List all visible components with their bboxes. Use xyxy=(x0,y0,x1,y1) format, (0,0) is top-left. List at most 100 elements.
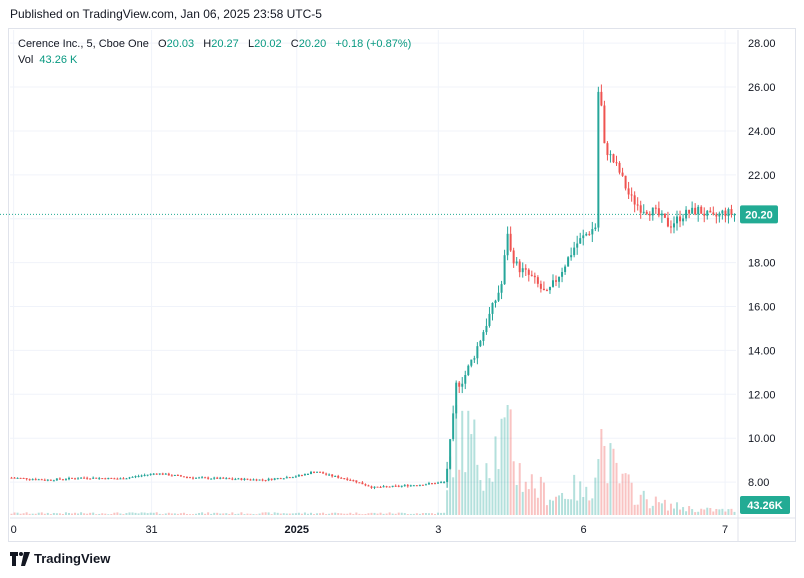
candle-body xyxy=(86,477,89,479)
volume-bar xyxy=(558,495,561,515)
candle-body xyxy=(542,288,545,291)
volume-bar xyxy=(264,512,267,515)
volume-bar xyxy=(43,513,46,515)
candle-body xyxy=(727,209,730,217)
candle-body xyxy=(500,284,503,293)
candle-body xyxy=(482,332,485,341)
candle-body xyxy=(524,268,527,270)
volume-bar xyxy=(276,512,279,515)
volume-bar xyxy=(222,513,225,515)
candle-body xyxy=(216,477,219,479)
candle-body xyxy=(240,478,243,480)
volume-bar xyxy=(213,512,216,515)
volume-bar xyxy=(494,436,497,515)
volume-bar xyxy=(297,512,300,515)
volume-label: Vol xyxy=(18,54,34,66)
volume-bar xyxy=(355,512,358,515)
candle-body xyxy=(213,477,216,479)
candle-body xyxy=(192,477,195,479)
candle-body xyxy=(494,300,497,303)
volume-bar xyxy=(67,512,70,515)
candle-body xyxy=(98,478,101,480)
volume-bar xyxy=(548,499,551,515)
candle-body xyxy=(28,479,31,481)
volume-bar xyxy=(198,512,201,515)
candle-body xyxy=(252,479,255,481)
volume-bar xyxy=(591,498,594,515)
volume-bar xyxy=(545,505,548,515)
candle-body xyxy=(270,478,273,480)
candle-body xyxy=(636,204,639,206)
candle-body xyxy=(461,383,464,387)
candle-body xyxy=(706,210,709,216)
volume-bar xyxy=(92,512,95,515)
volume-bar xyxy=(34,513,37,515)
volume-bar xyxy=(533,488,536,515)
volume-bar xyxy=(434,513,437,515)
volume-bar xyxy=(158,513,161,515)
volume-bar xyxy=(267,512,270,515)
volume-bar xyxy=(107,514,110,515)
candle-body xyxy=(458,382,461,387)
volume-bar xyxy=(688,506,691,515)
volume-bar xyxy=(101,513,104,515)
candle-body xyxy=(210,478,213,480)
candle-body xyxy=(633,195,636,205)
volume-bar xyxy=(724,511,727,515)
candle-body xyxy=(273,478,276,480)
candle-body xyxy=(612,154,615,163)
y-tick-label: 8.00 xyxy=(748,477,769,489)
candle-body xyxy=(125,478,128,480)
candle-body xyxy=(379,486,382,488)
y-tick-label: 10.00 xyxy=(748,433,776,445)
candle-body xyxy=(676,216,679,224)
volume-bar xyxy=(173,513,176,515)
candle-body xyxy=(621,172,624,176)
volume-bar xyxy=(243,514,246,515)
candle-body xyxy=(576,243,579,248)
candle-body xyxy=(657,208,660,216)
candle-body xyxy=(155,473,158,475)
volume-bar xyxy=(128,512,131,515)
candle-body xyxy=(509,233,512,251)
candle-body xyxy=(585,233,588,236)
volume-bar xyxy=(71,513,74,515)
volume-bar xyxy=(28,513,31,515)
volume-bar xyxy=(645,499,648,515)
candle-body xyxy=(22,477,25,479)
volume-bar xyxy=(476,464,479,515)
candle-body xyxy=(615,162,618,164)
candle-body xyxy=(225,478,228,480)
candle-body xyxy=(52,480,55,482)
volume-bar xyxy=(400,512,403,515)
candle-body xyxy=(276,478,279,480)
volume-bar xyxy=(636,504,639,515)
candle-body xyxy=(373,486,376,488)
candle-body xyxy=(724,210,727,217)
candle-body xyxy=(37,479,40,481)
candle-body xyxy=(672,223,675,228)
candle-body xyxy=(288,477,291,479)
volume-bar xyxy=(273,512,276,515)
volume-bar xyxy=(570,499,573,515)
volume-bar xyxy=(685,511,688,515)
volume-bar xyxy=(58,513,61,515)
volume-bar xyxy=(80,512,83,515)
volume-bar xyxy=(343,513,346,515)
candle-body xyxy=(388,486,391,488)
low-value: 20.02 xyxy=(254,38,282,50)
volume-bar xyxy=(170,513,173,515)
candle-body xyxy=(412,485,415,487)
volume-bar xyxy=(627,474,630,515)
change-value: +0.18 (+0.87%) xyxy=(335,38,412,50)
volume-bar xyxy=(452,477,455,515)
candle-body xyxy=(630,194,633,196)
volume-bar xyxy=(19,513,22,515)
symbol-label[interactable]: Cerence Inc., 5, Cboe One xyxy=(18,38,149,50)
last-price-badge xyxy=(740,205,778,224)
volume-bar xyxy=(192,514,195,515)
volume-bar xyxy=(588,500,591,515)
footer-brand[interactable]: TradingView xyxy=(10,551,110,566)
volume-bar xyxy=(579,481,582,515)
